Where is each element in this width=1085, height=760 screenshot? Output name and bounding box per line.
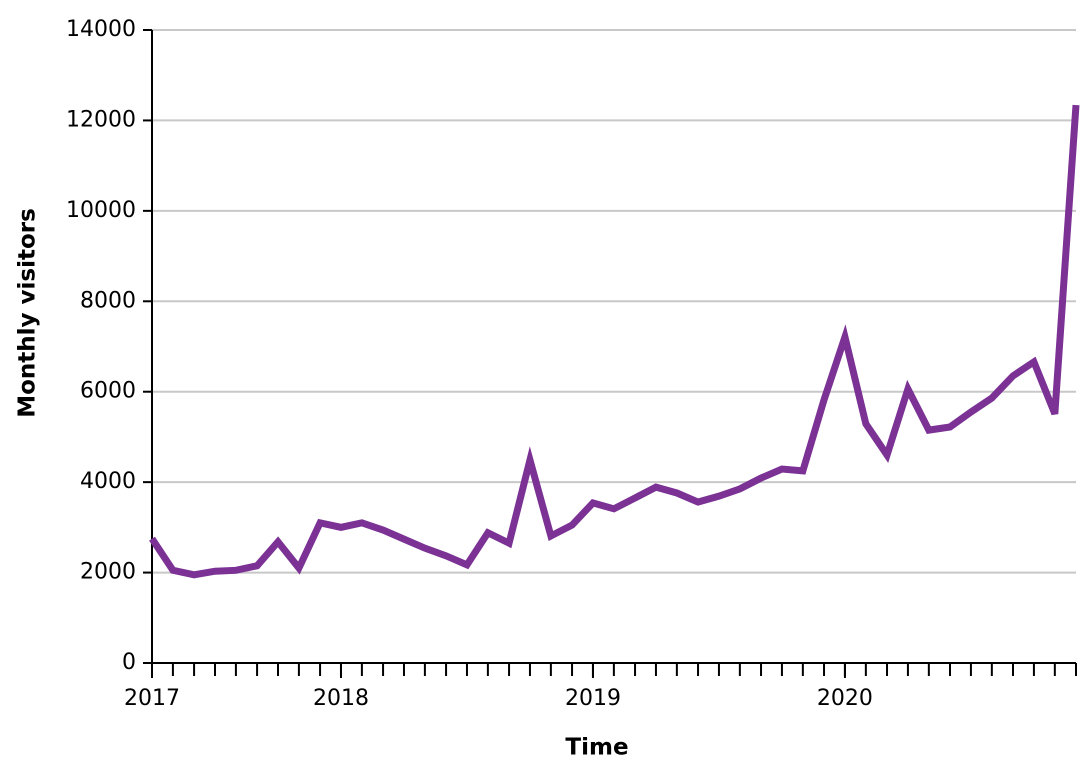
- y-tick-label: 14000: [66, 17, 136, 42]
- y-tick-label: 8000: [80, 288, 136, 313]
- y-tick-label: 10000: [66, 198, 136, 223]
- x-tick-label: 2019: [565, 686, 621, 711]
- y-tick-label: 6000: [80, 379, 136, 404]
- y-axis-title: Monthly visitors: [15, 208, 41, 418]
- line: [149, 104, 1080, 579]
- y-tick-label: 0: [122, 650, 136, 675]
- x-axis-title: Time: [565, 735, 628, 760]
- y-tick-label: 12000: [66, 107, 136, 132]
- x-tick-label: 2020: [817, 686, 873, 711]
- x-tick-label: 2017: [124, 686, 180, 711]
- x-tick-label: 2018: [313, 686, 369, 711]
- y-tick-label: 2000: [80, 560, 136, 585]
- y-tick-label: 4000: [80, 469, 136, 494]
